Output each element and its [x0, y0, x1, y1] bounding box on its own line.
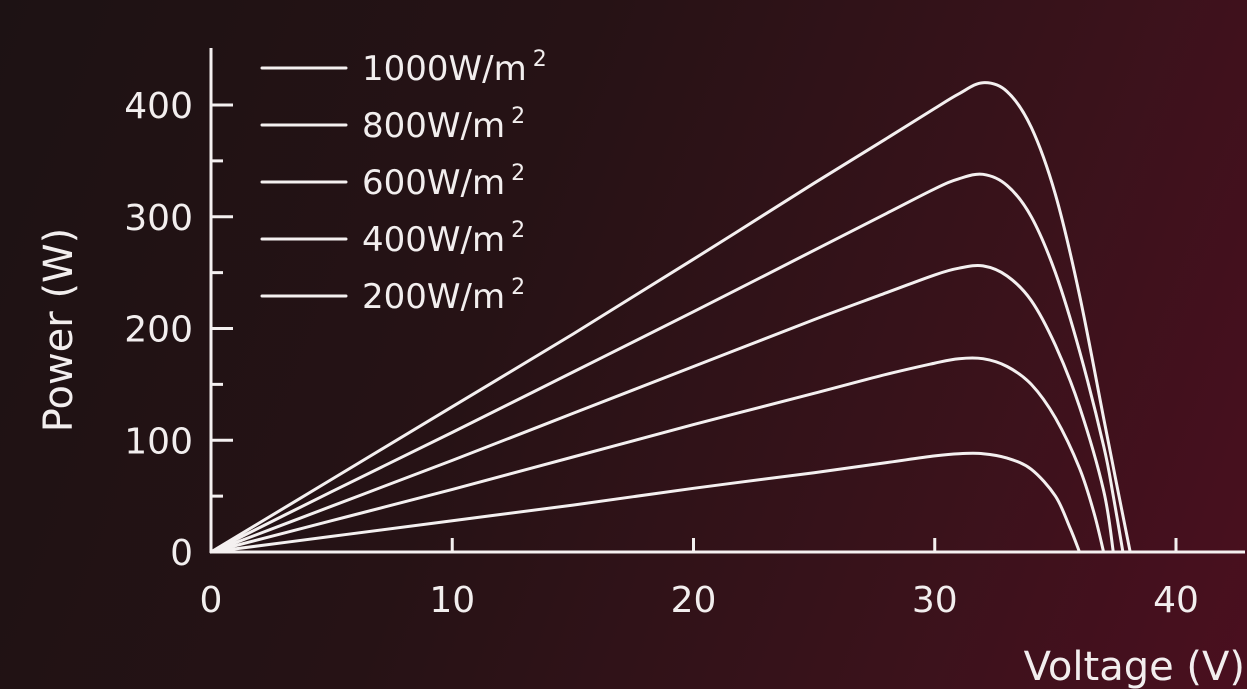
legend-label-superscript: 2	[533, 47, 547, 72]
legend-label-text: 200W/m	[362, 277, 505, 317]
y-tick-label: 100	[124, 421, 193, 462]
y-tick-label: 400	[124, 86, 193, 127]
legend-label-superscript: 2	[511, 104, 525, 129]
legend-label-text: 800W/m	[362, 106, 505, 146]
legend-label: 800W/m 2	[362, 104, 525, 146]
legend-label-superscript: 2	[511, 161, 525, 186]
x-axis-title: Voltage (V)	[1024, 644, 1245, 689]
x-tick-label: 30	[912, 580, 958, 621]
legend-label-text: 400W/m	[362, 220, 505, 260]
legend-label: 200W/m 2	[362, 275, 525, 317]
series-line	[209, 81, 1132, 554]
y-tick-label: 300	[124, 198, 193, 239]
curves	[209, 81, 1132, 554]
x-tick-label: 20	[671, 580, 717, 621]
legend-label-text: 1000W/m	[362, 49, 527, 89]
axes	[209, 48, 1245, 554]
series-line	[209, 172, 1125, 554]
x-tick-label: 40	[1153, 580, 1199, 621]
series-line	[209, 356, 1106, 554]
y-axis-title: Power (W)	[36, 228, 82, 432]
y-tick-label: 200	[124, 310, 193, 351]
series-line	[209, 451, 1081, 554]
y-tick-label: 0	[170, 533, 193, 574]
legend-label: 400W/m 2	[362, 218, 525, 260]
x-tick-label: 0	[200, 580, 223, 621]
legend-label: 600W/m 2	[362, 161, 525, 203]
legend-label-superscript: 2	[511, 275, 525, 300]
x-tick-label: 10	[429, 580, 475, 621]
legend-label-text: 600W/m	[362, 163, 505, 203]
legend-label: 1000W/m 2	[362, 47, 547, 89]
series-line	[209, 264, 1115, 554]
legend-label-superscript: 2	[511, 218, 525, 243]
